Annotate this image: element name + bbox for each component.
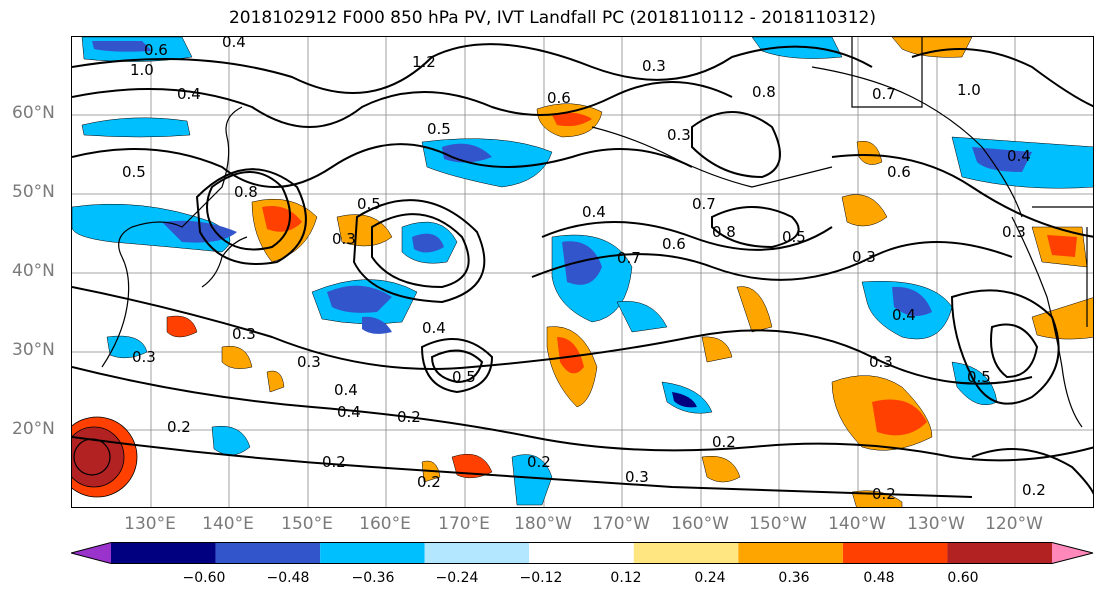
lon-label: 150°E (281, 514, 333, 534)
map-canvas: 0.6 0.4 1.0 1.2 0.4 0.3 0.6 0.3 0.8 0.7 … (72, 37, 1093, 507)
contour-label: 0.2 (712, 433, 736, 451)
lon-label: 170°W (592, 514, 650, 534)
contour-label: 0.6 (547, 89, 571, 107)
contour-label: 0.4 (1007, 147, 1031, 165)
contour-label: 0.5 (782, 228, 806, 246)
colorbar-tick: 0.48 (863, 570, 895, 586)
colorbar-tick: 0.60 (947, 570, 979, 586)
contour-label: 0.8 (234, 183, 258, 201)
contour-label: 0.2 (872, 485, 896, 503)
colorbar-segment (215, 542, 321, 564)
contour-label: 0.5 (452, 368, 476, 386)
lon-label: 130°W (907, 514, 965, 534)
contour-label: 0.2 (322, 453, 346, 471)
contour-label: 0.6 (144, 41, 168, 59)
contour-label: 0.2 (167, 418, 191, 436)
contour-label: 0.3 (232, 325, 256, 343)
lon-label: 170°E (438, 514, 490, 534)
lat-label: 60°N (12, 103, 55, 123)
graticule (72, 37, 1093, 507)
contour-label: 0.5 (967, 368, 991, 386)
map-title: 2018102912 F000 850 hPa PV, IVT Landfall… (228, 8, 876, 28)
colorbar-segment (633, 542, 739, 564)
contour-label: 0.3 (642, 57, 666, 75)
coastlines (101, 37, 1093, 428)
colorbar-tick: −0.36 (351, 570, 395, 586)
colorbar-tick: 0.12 (610, 570, 642, 586)
contour-label: 0.6 (887, 163, 911, 181)
map-panel: 0.6 0.4 1.0 1.2 0.4 0.3 0.6 0.3 0.8 0.7 … (71, 36, 1094, 508)
colorbar-segment (320, 542, 425, 564)
contour-label: 0.3 (869, 353, 893, 371)
colorbar (71, 542, 1094, 564)
contour-label-layer: 0.6 0.4 1.0 1.2 0.4 0.3 0.6 0.3 0.8 0.7 … (122, 37, 1046, 503)
contour-label: 0.4 (334, 381, 358, 399)
contour-label: 0.7 (872, 85, 896, 103)
contour-label: 0.5 (122, 163, 146, 181)
contour-label: 0.4 (422, 319, 446, 337)
colorbar-segment (111, 542, 216, 564)
lon-label: 160°E (359, 514, 411, 534)
colorbar-segment (529, 542, 634, 564)
colorbar-segment (947, 542, 1052, 564)
contour-label: 0.3 (852, 248, 876, 266)
colorbar-tick: −0.24 (435, 570, 479, 586)
colorbar-segment (738, 542, 843, 564)
lat-label: 50°N (12, 182, 55, 202)
colorbar-segment (71, 542, 111, 564)
contour-label: 0.4 (177, 85, 201, 103)
colorbar-tick: 0.36 (778, 570, 810, 586)
contour-label: 0.8 (712, 223, 736, 241)
contour-label: 0.3 (132, 348, 156, 366)
contour-label: 1.0 (957, 81, 981, 99)
contour-label: 0.2 (417, 473, 441, 491)
contour-label: 0.4 (582, 203, 606, 221)
colorbar-segment (1052, 542, 1093, 564)
colorbar-segment (424, 542, 530, 564)
lon-label: 160°W (671, 514, 729, 534)
lat-label: 20°N (12, 419, 55, 439)
lon-label: 140°W (828, 514, 886, 534)
contour-label: 0.4 (222, 37, 246, 51)
contour-label: 1.2 (412, 53, 436, 71)
colorbar-tick: 0.24 (694, 570, 726, 586)
colorbar-tick: −0.12 (519, 570, 563, 586)
contour-label: 0.2 (397, 408, 421, 426)
contour-label: 0.2 (527, 453, 551, 471)
contour-label: 0.5 (357, 195, 381, 213)
contour-label: 0.3 (625, 468, 649, 486)
contour-label: 0.2 (1022, 481, 1046, 499)
contour-label: 0.5 (427, 120, 451, 138)
lon-label: 130°E (124, 514, 176, 534)
contour-lines (72, 43, 1093, 498)
contour-label: 0.3 (1002, 223, 1026, 241)
contour-label: 0.3 (332, 230, 356, 248)
contour-label: 0.3 (297, 353, 321, 371)
colorbar-segment (842, 542, 948, 564)
contour-label: 0.7 (617, 249, 641, 267)
lon-label: 180°W (514, 514, 572, 534)
contour-label: 0.3 (667, 126, 691, 144)
lon-label: 150°W (749, 514, 807, 534)
lat-label: 40°N (12, 261, 55, 281)
contour-label: 0.6 (662, 235, 686, 253)
contour-label: 0.7 (692, 195, 716, 213)
contour-label: 0.8 (752, 83, 776, 101)
lat-label: 30°N (12, 340, 55, 360)
lon-label: 120°W (985, 514, 1043, 534)
contour-label: 0.4 (337, 403, 361, 421)
colorbar-tick: −0.60 (182, 570, 226, 586)
colorbar-tick: −0.48 (266, 570, 310, 586)
contour-label: 0.4 (892, 306, 916, 324)
lon-label: 140°E (202, 514, 254, 534)
contour-label: 1.0 (130, 61, 154, 79)
